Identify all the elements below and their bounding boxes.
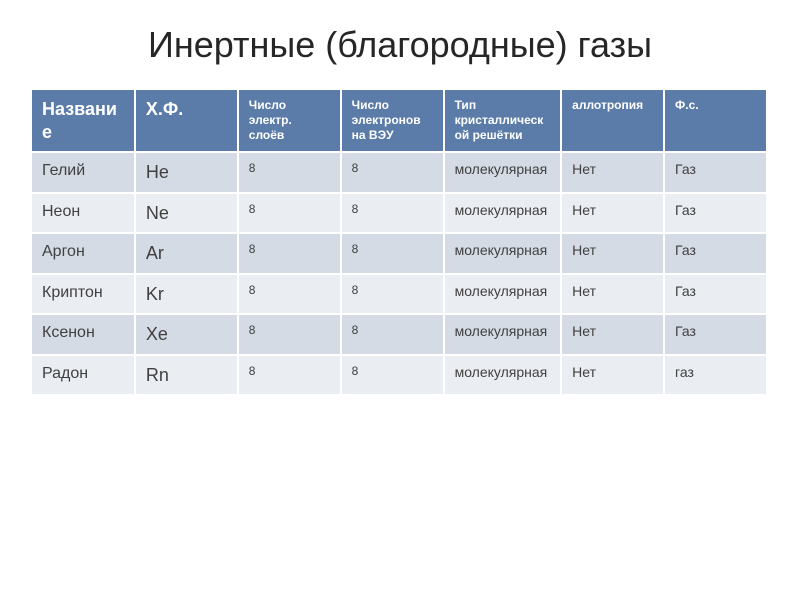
table-cell: Ne [135,193,238,234]
table-row: КсенонXe88молекулярнаяНетГаз [32,314,767,355]
table-cell: Rn [135,355,238,396]
col-header-6: Ф.с. [664,90,767,152]
table-cell: Аргон [32,233,135,274]
table-cell: Газ [664,233,767,274]
table-row: КриптонKr88молекулярнаяНетГаз [32,274,767,315]
table-cell: молекулярная [444,355,562,396]
table-row: АргонAr88молекулярнаяНетГаз [32,233,767,274]
table-row: ГелийHe88молекулярнаяНетГаз [32,152,767,193]
col-header-2: Число электр. слоёв [238,90,341,152]
table-cell: молекулярная [444,314,562,355]
table-cell: 8 [238,274,341,315]
noble-gases-table: НазваниеХ.Ф.Число электр. слоёвЧисло эле… [32,90,768,396]
table-cell: молекулярная [444,274,562,315]
table-cell: 8 [238,193,341,234]
table-cell: Нет [561,193,664,234]
table-cell: Газ [664,314,767,355]
table-cell: Нет [561,314,664,355]
table-row: НеонNe88молекулярнаяНетГаз [32,193,767,234]
table-cell: Газ [664,274,767,315]
table-cell: 8 [341,233,444,274]
table-cell: Нет [561,152,664,193]
table-cell: Ксенон [32,314,135,355]
table-cell: Нет [561,355,664,396]
table-cell: Xe [135,314,238,355]
table-cell: 8 [238,355,341,396]
table-cell: Нет [561,233,664,274]
table-cell: 8 [238,152,341,193]
table-body: ГелийHe88молекулярнаяНетГазНеонNe88молек… [32,152,767,395]
table-row: РадонRn88молекулярнаяНетгаз [32,355,767,396]
table-cell: 8 [238,314,341,355]
col-header-4: Тип кристаллической решётки [444,90,562,152]
table-cell: молекулярная [444,233,562,274]
col-header-3: Число электронов на ВЭУ [341,90,444,152]
table-cell: Криптон [32,274,135,315]
table-cell: Kr [135,274,238,315]
table-cell: Газ [664,152,767,193]
table-cell: 8 [341,355,444,396]
slide-title: Инертные (благородные) газы [32,24,768,66]
table-cell: 8 [341,193,444,234]
table-cell: Ar [135,233,238,274]
table-cell: молекулярная [444,152,562,193]
col-header-0: Название [32,90,135,152]
col-header-1: Х.Ф. [135,90,238,152]
table-cell: газ [664,355,767,396]
table-cell: Неон [32,193,135,234]
table-header-row: НазваниеХ.Ф.Число электр. слоёвЧисло эле… [32,90,767,152]
table-cell: 8 [238,233,341,274]
table-cell: 8 [341,152,444,193]
table-cell: 8 [341,274,444,315]
table-cell: He [135,152,238,193]
table-cell: молекулярная [444,193,562,234]
table-cell: Газ [664,193,767,234]
table-cell: Гелий [32,152,135,193]
table-cell: Нет [561,274,664,315]
table-cell: Радон [32,355,135,396]
table-cell: 8 [341,314,444,355]
col-header-5: аллотропия [561,90,664,152]
